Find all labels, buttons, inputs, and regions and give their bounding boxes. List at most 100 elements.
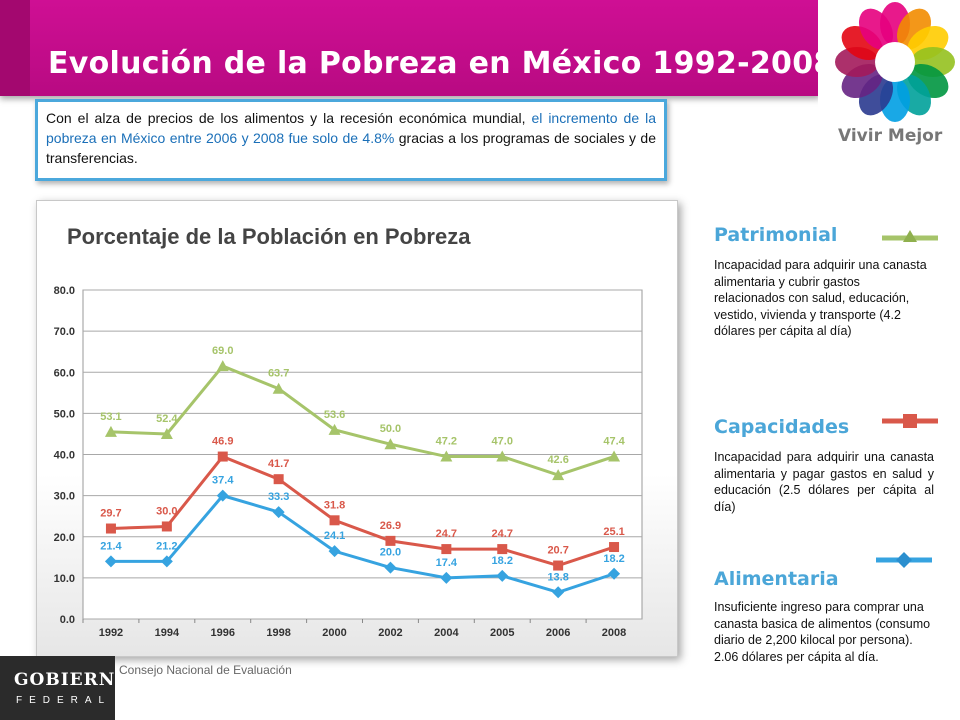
data-label-patrimonial: 63.7 [268,368,289,380]
data-label-alimentaria: 18.2 [492,555,513,567]
data-label-alimentaria: 20.0 [380,547,401,559]
y-tick-label: 50.0 [54,408,75,420]
x-tick-label: 1994 [155,627,180,639]
data-label-patrimonial: 47.0 [492,436,513,448]
chart-title: Porcentaje de la Población en Pobreza [67,224,471,249]
y-tick-label: 70.0 [54,326,75,338]
data-point-capacidades [105,523,116,534]
data-label-capacidades: 20.7 [547,545,568,557]
data-label-alimentaria: 33.3 [268,491,289,503]
data-label-capacidades: 24.7 [492,528,513,540]
x-tick-label: 2000 [322,627,346,639]
banner-strip [0,0,30,96]
x-tick-label: 1992 [99,627,123,639]
data-point-alimentaria [440,571,453,584]
data-point-capacidades [609,542,620,553]
title-banner [0,0,820,96]
data-label-capacidades: 24.7 [436,528,457,540]
legend-desc-capacidades: Incapacidad para adquirir una canasta al… [714,450,934,514]
legend-desc-alimentaria: Insuficiente ingreso para comprar una ca… [714,600,931,664]
data-label-patrimonial: 69.0 [212,345,233,357]
series-line-alimentaria [110,493,615,594]
data-point-alimentaria [384,561,397,574]
legend-marker-capacidades [882,414,938,428]
data-label-capacidades: 26.9 [380,520,401,532]
data-point-patrimonial [160,427,173,439]
series-line-capacidades [110,454,615,568]
data-point-patrimonial [328,423,341,435]
legend-desc-patrimonial: Incapacidad para adquirir una canasta al… [714,258,927,338]
data-point-alimentaria [552,586,565,599]
legend-title-alimentaria: Alimentaria [714,568,839,590]
gov-logo-line2: FEDERAL [16,695,112,706]
x-tick-label: 1998 [266,627,290,639]
y-tick-label: 20.0 [54,532,75,544]
callout-highlight: el incremento de la pobreza en México en… [46,110,656,146]
y-tick-label: 0.0 [60,614,75,626]
x-tick-label: 1996 [211,627,235,639]
x-tick-label: 2008 [602,627,626,639]
data-label-patrimonial: 47.2 [436,436,457,448]
data-label-alimentaria: 21.2 [156,540,177,552]
y-tick-label: 10.0 [54,573,75,585]
x-tick-label: 2006 [546,627,570,639]
source-note: Consejo Nacional de Evaluación [119,663,292,677]
data-point-capacidades [329,515,340,526]
x-tick-label: 2002 [378,627,402,639]
data-label-capacidades: 31.8 [324,499,345,511]
data-label-patrimonial: 53.1 [100,411,121,423]
legend-title-patrimonial: Patrimonial [714,224,838,246]
data-point-patrimonial [272,382,285,394]
data-point-capacidades [273,474,284,485]
data-label-patrimonial: 47.4 [603,436,625,448]
x-tick-label: 2004 [434,627,459,639]
data-label-capacidades: 29.7 [100,508,121,520]
data-label-patrimonial: 42.6 [547,454,568,466]
legend-marker-patrimonial [882,230,938,242]
data-label-capacidades: 25.1 [603,526,624,538]
data-label-alimentaria: 17.4 [436,557,458,569]
callout-text-end: gracias a los programas de sociales y de… [46,130,656,166]
data-point-alimentaria [496,569,509,582]
data-point-capacidades [441,544,452,555]
flower-icon [835,2,955,122]
data-point-patrimonial [608,450,621,462]
data-point-alimentaria [160,555,173,568]
data-label-capacidades: 41.7 [268,458,289,470]
logo-caption: Vivir Mejor [838,126,943,146]
data-label-patrimonial: 53.6 [324,409,345,421]
y-tick-label: 40.0 [54,450,75,462]
legend-title-capacidades: Capacidades [714,416,850,438]
y-tick-label: 80.0 [54,285,75,297]
gov-logo-line1: GOBIERNO [14,670,132,690]
data-label-patrimonial: 50.0 [380,423,401,435]
data-point-capacidades [553,560,564,571]
data-point-patrimonial [216,360,229,372]
data-label-patrimonial: 52.4 [156,413,178,425]
page-title: Evolución de la Pobreza en México 1992-2… [48,46,835,81]
data-label-capacidades: 46.9 [212,436,233,448]
data-point-patrimonial [552,469,565,481]
data-point-capacidades [161,521,172,532]
gobierno-federal-logo: GOBIERNO FEDERAL [0,656,130,720]
data-point-patrimonial [496,450,509,462]
data-label-alimentaria: 13.8 [547,571,568,583]
data-point-capacidades [497,544,508,555]
y-tick-label: 30.0 [54,491,75,503]
data-point-capacidades [217,451,228,462]
data-label-alimentaria: 18.2 [603,553,624,565]
x-tick-label: 2005 [490,627,514,639]
data-point-patrimonial [384,438,397,450]
data-label-alimentaria: 21.4 [100,540,122,552]
callout-text: Con el alza de precios de los alimentos … [46,110,532,126]
data-point-patrimonial [104,425,117,437]
data-label-alimentaria: 37.4 [212,475,234,487]
data-point-alimentaria [104,555,117,568]
data-point-alimentaria [272,506,285,519]
data-point-capacidades [385,535,396,546]
data-label-alimentaria: 24.1 [324,530,345,542]
data-point-alimentaria [608,567,621,580]
data-label-capacidades: 30.0 [156,505,177,517]
vivir-mejor-logo [818,0,960,165]
